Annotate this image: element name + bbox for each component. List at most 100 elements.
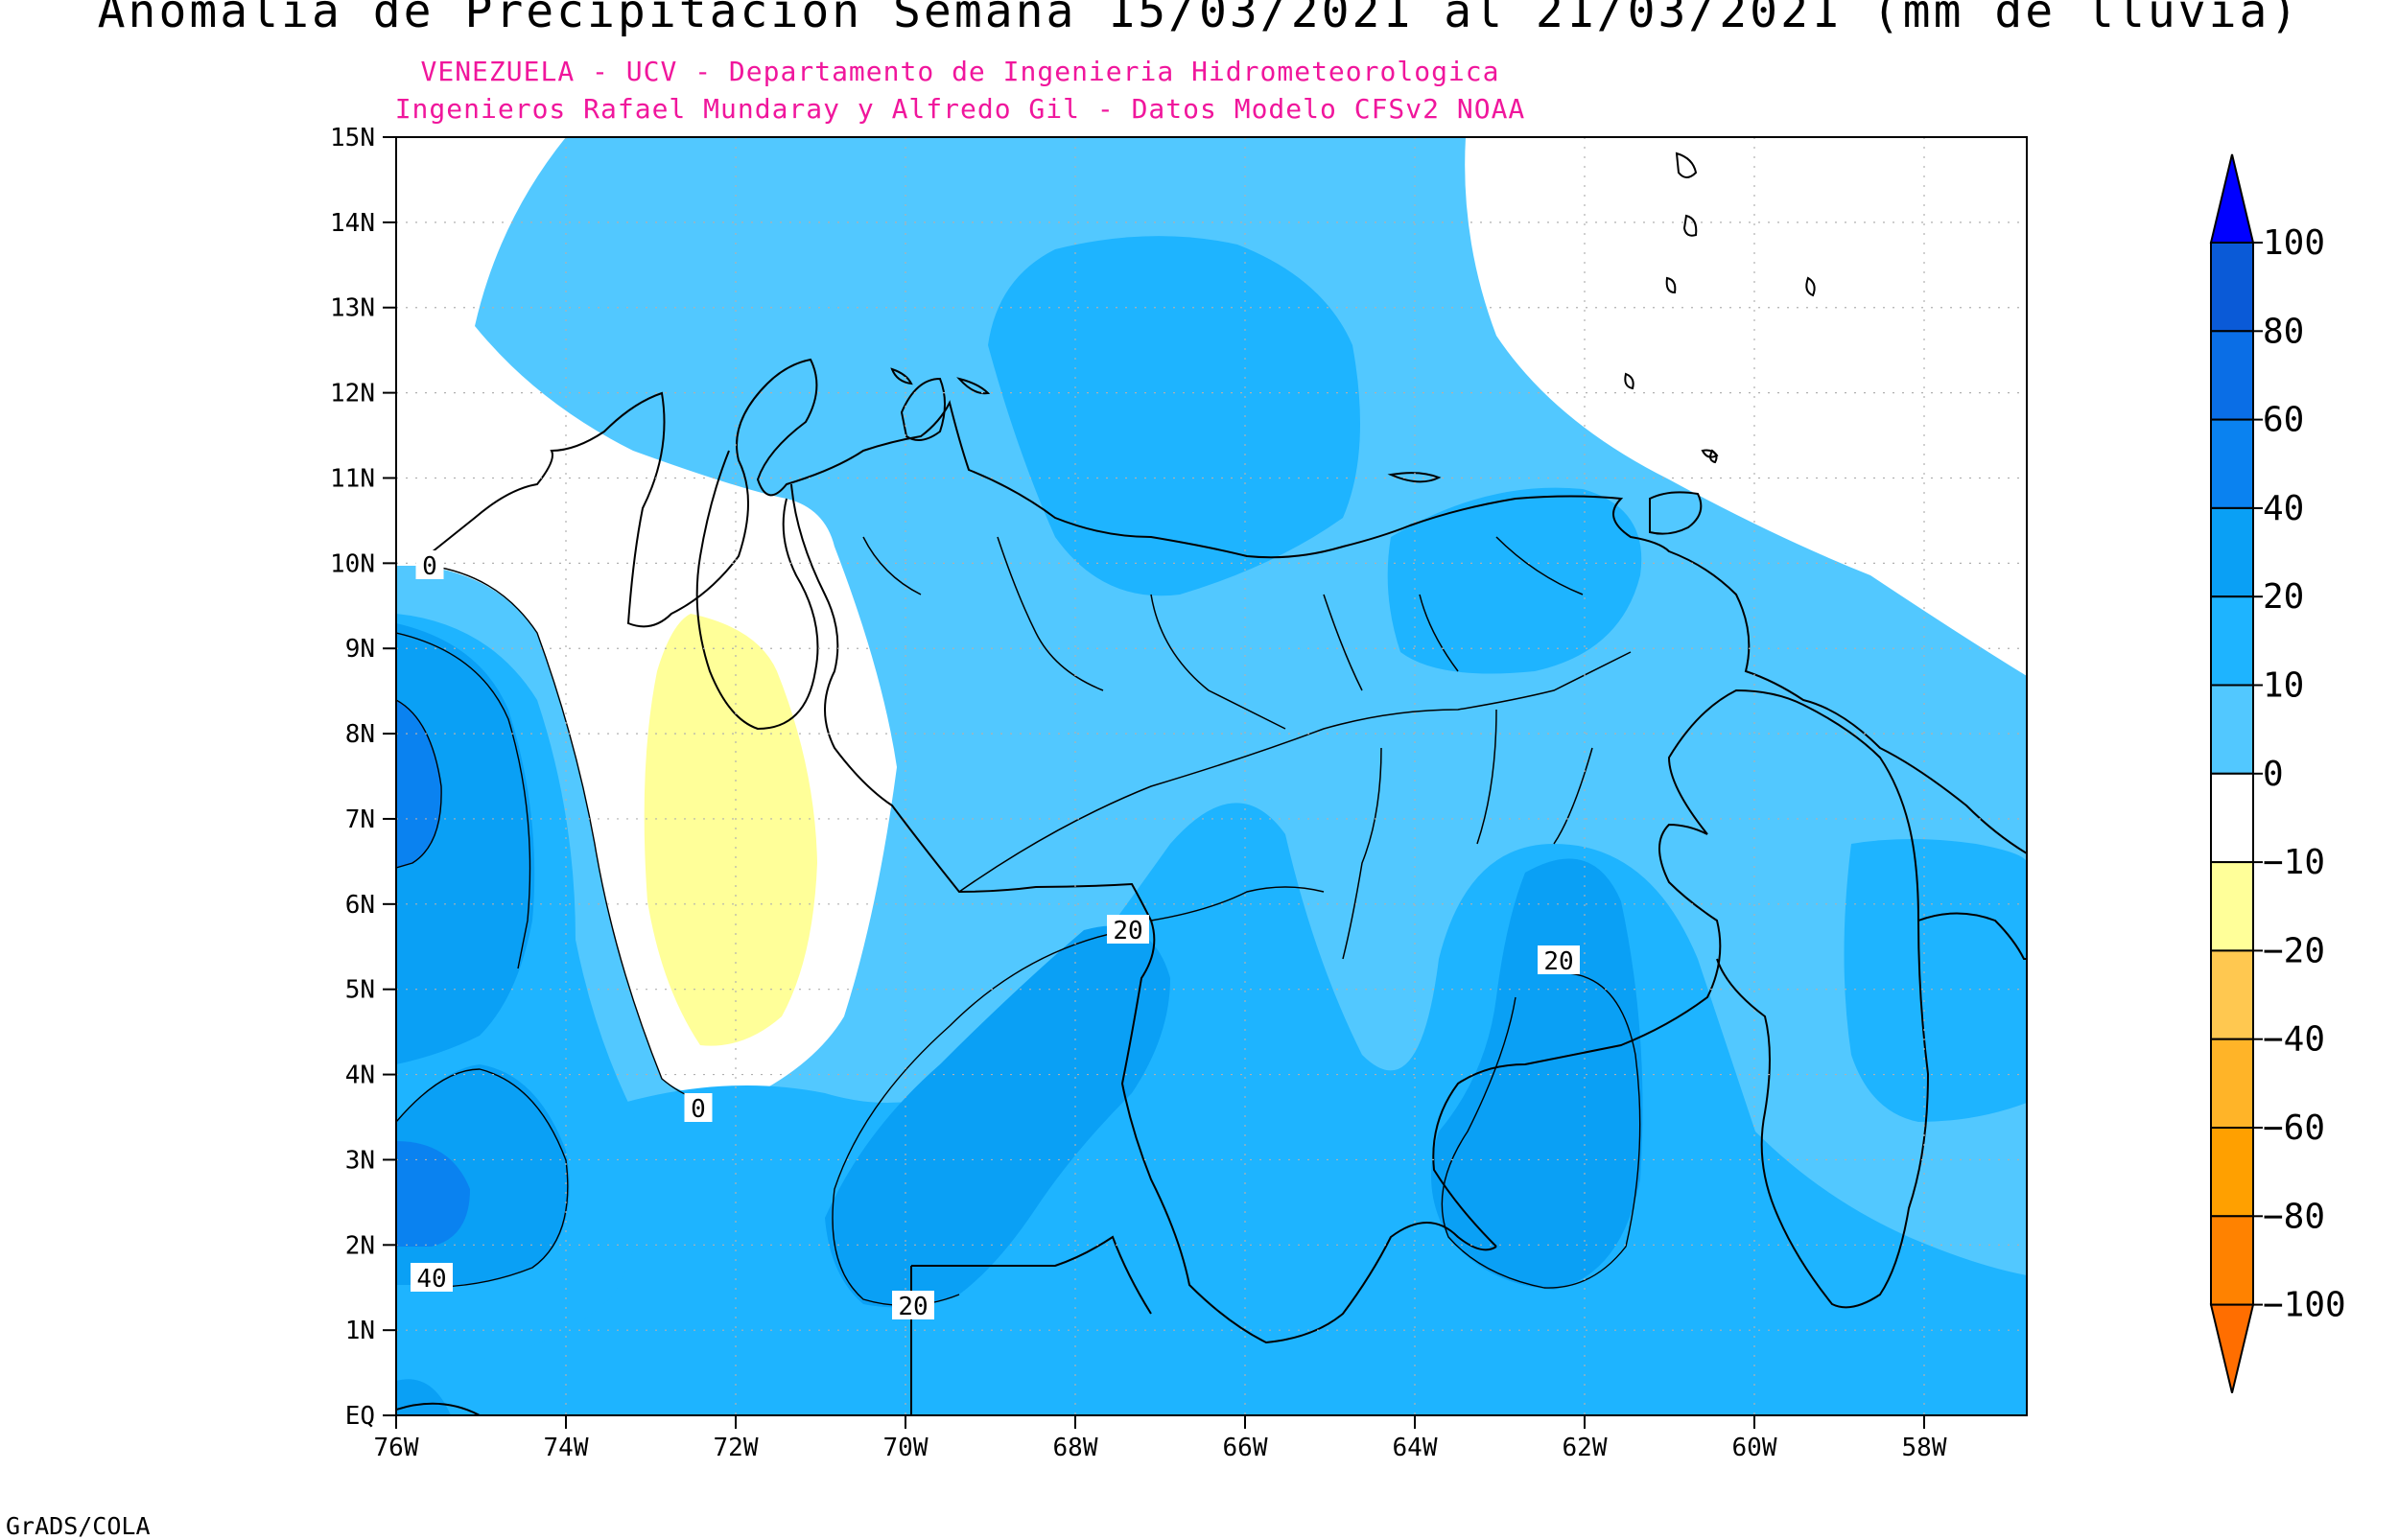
colorbar-label: 80 — [2263, 312, 2304, 351]
coastline-maracaibo — [695, 450, 819, 731]
colorbar-segment — [2210, 418, 2254, 509]
fill-20-40-south-center — [825, 925, 1170, 1308]
lon-tick-label: 62W — [1563, 1434, 1608, 1462]
fill-20-40-southeast — [1431, 858, 1643, 1290]
colorbar-segment — [2210, 595, 2254, 687]
island-tobago — [1701, 449, 1719, 458]
state-borders-south — [1150, 709, 1593, 960]
contour-label-bg — [1538, 945, 1580, 974]
colorbar-label: −60 — [2263, 1108, 2325, 1148]
lon-tick-label: 60W — [1732, 1434, 1777, 1462]
contour-0-northwest — [429, 565, 711, 1100]
colorbar-segment — [2210, 1215, 2254, 1306]
grads-credit: GrADS/COLA — [6, 1512, 151, 1540]
fill-10-20-caribbean — [988, 236, 1360, 596]
contour-label: 20 — [1543, 947, 1573, 976]
lat-tick-label: 7N — [345, 805, 375, 834]
lon-tick-label: 64W — [1393, 1434, 1438, 1462]
lat-tick-label: 6N — [345, 891, 375, 920]
map-title: Anomalia de Precipitacion Semana 15/03/2… — [97, 0, 2301, 38]
island-aruba — [890, 367, 913, 385]
colorbar-label: −80 — [2263, 1197, 2325, 1236]
island-dominica — [1682, 214, 1698, 237]
contour-40-west — [396, 632, 531, 969]
lat-lon-grid — [396, 137, 2027, 1415]
lon-tick-label: 66W — [1223, 1434, 1268, 1462]
colorbar-label: −10 — [2263, 843, 2325, 882]
contour-40-southwest — [396, 1068, 569, 1288]
lat-tick-label: 1N — [345, 1317, 375, 1345]
lon-tick-label: 70W — [883, 1434, 929, 1462]
map-frame — [395, 136, 2028, 1416]
river-orinoco — [958, 651, 1632, 893]
colorbar-segment — [2210, 506, 2254, 598]
lon-tick-label: 76W — [374, 1434, 419, 1462]
colorbar-label: 0 — [2263, 755, 2284, 794]
coastline-caribbean — [426, 358, 2027, 854]
contour-label: 0 — [691, 1095, 706, 1124]
contour-label-bg — [684, 1093, 713, 1122]
colorbar-segment — [2210, 330, 2254, 421]
fill-10-20-guiana — [1844, 839, 2027, 1122]
colorbar-segment — [2210, 242, 2254, 333]
colorbar-label: 40 — [2263, 489, 2304, 528]
contour-label: 40 — [416, 1265, 446, 1294]
colorbar-label: −100 — [2263, 1286, 2346, 1325]
lon-tick-label: 68W — [1053, 1434, 1098, 1462]
contour-labels: 0 0 20 20 20 40 — [411, 550, 1580, 1321]
colorbar-segment — [2210, 861, 2254, 952]
colorbar-segment — [2210, 949, 2254, 1040]
lat-tick-label: 13N — [330, 294, 375, 323]
colorbar-segment — [2210, 1127, 2254, 1218]
map-axes: 15N 14N 13N 12N 11N 10N 9N 8N 7N 6N 5N 4N 3N 2N 1N EQ 76… — [330, 124, 1947, 1462]
contour-label: 20 — [898, 1293, 928, 1321]
anomaly-field — [396, 137, 2027, 1415]
lat-tick-label: 9N — [345, 635, 375, 664]
island-margarita — [1387, 472, 1442, 483]
colorbar-label: −40 — [2263, 1020, 2325, 1060]
contour-label-bg — [415, 550, 444, 579]
colorbar-segment — [2210, 1038, 2254, 1129]
fill-20-40-west — [396, 623, 535, 1064]
fill-yellow-west — [644, 614, 817, 1046]
colorbar-segment — [2210, 772, 2254, 864]
contour-label: 20 — [1113, 917, 1142, 945]
contour-label-bg — [1107, 915, 1149, 944]
border-venezuela-west — [790, 483, 1497, 1344]
island-curacao — [956, 377, 991, 395]
colorbar-label: −20 — [2263, 931, 2325, 970]
border-colombia-brazil — [911, 1235, 1152, 1315]
colorbar-top-arrow — [2209, 153, 2255, 244]
contour-60-west — [396, 699, 442, 869]
state-borders-north — [862, 536, 1584, 730]
lon-tick-label: 74W — [544, 1434, 589, 1462]
colorbar-label: 20 — [2263, 577, 2304, 617]
coastlines-and-borders — [396, 152, 2027, 1415]
contour-label-bg — [411, 1263, 453, 1292]
contour-20-southeast — [1441, 972, 1641, 1289]
lat-tick-label: 11N — [330, 464, 375, 493]
colorbar-segment — [2210, 684, 2254, 775]
fill-10-20-east-coast — [1387, 487, 1642, 674]
lat-tick-label: 4N — [345, 1062, 375, 1090]
coastline-paraguana — [900, 377, 946, 441]
border-venezuela-brazil — [1432, 823, 1722, 1248]
contour-label: 0 — [422, 552, 437, 581]
lat-tick-label: EQ — [345, 1402, 375, 1431]
island-martinique — [1675, 152, 1698, 178]
colorbar-label: 100 — [2263, 223, 2325, 263]
contour-20-south-center — [832, 929, 1128, 1307]
border-colombia-ecuador — [396, 1402, 481, 1415]
fill-white-northeast — [1065, 137, 2027, 676]
map-subtitle-institution: VENEZUELA - UCV - Departamento de Ingeni… — [420, 56, 1500, 87]
lon-tick-label: 58W — [1902, 1434, 1947, 1462]
lat-tick-label: 15N — [330, 124, 375, 152]
colorbar-label: 60 — [2263, 401, 2304, 440]
fill-40-60-southwest — [396, 1141, 470, 1247]
lat-tick-label: 2N — [345, 1231, 375, 1260]
contour-label-bg — [892, 1291, 934, 1319]
coastline-trinidad — [1649, 491, 1703, 535]
lat-tick-label: 5N — [345, 976, 375, 1005]
